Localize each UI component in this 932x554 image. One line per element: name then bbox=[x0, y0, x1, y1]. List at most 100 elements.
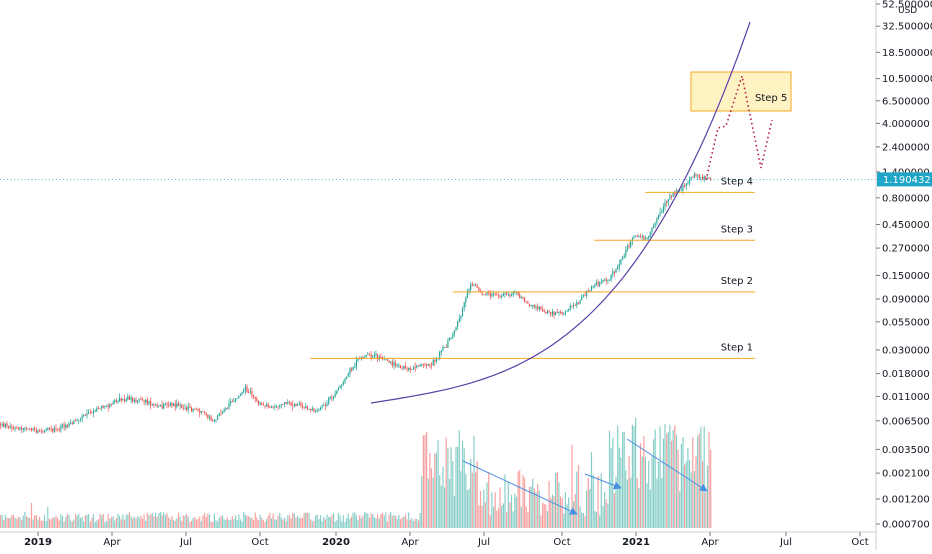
volume-bar bbox=[32, 519, 34, 528]
candle-body bbox=[123, 399, 126, 402]
volume-bar bbox=[586, 490, 588, 528]
volume-bar bbox=[638, 487, 640, 528]
candle-body bbox=[708, 178, 710, 179]
volume-bar bbox=[230, 519, 232, 528]
candle-body bbox=[537, 306, 539, 309]
volume-bar bbox=[70, 520, 72, 528]
candle-body bbox=[566, 310, 568, 312]
candle-body bbox=[288, 401, 291, 403]
candle-body bbox=[176, 403, 178, 407]
candle-body bbox=[213, 419, 215, 422]
volume-bar bbox=[653, 439, 655, 528]
candle-body bbox=[602, 280, 604, 282]
candle-body bbox=[484, 294, 486, 296]
candle-body bbox=[6, 423, 8, 427]
volume-bar bbox=[29, 517, 31, 528]
y-tick-label: 4.000000 bbox=[882, 119, 930, 130]
volume-bar bbox=[215, 520, 217, 528]
candle-body bbox=[217, 415, 219, 420]
candle-body bbox=[413, 367, 415, 370]
volume-bar bbox=[453, 495, 455, 528]
candle-body bbox=[636, 235, 638, 237]
volume-bar bbox=[359, 515, 361, 528]
volume-bar bbox=[419, 513, 421, 528]
volume-bar bbox=[148, 515, 150, 528]
volume-bar bbox=[65, 516, 67, 528]
volume-bar bbox=[688, 460, 691, 528]
volume-bar bbox=[212, 521, 214, 528]
candle-body bbox=[582, 295, 584, 297]
candle-body bbox=[282, 404, 284, 406]
candle-body bbox=[403, 366, 405, 369]
candle-body bbox=[275, 406, 277, 407]
candle-body bbox=[143, 400, 145, 403]
candle-body bbox=[509, 294, 511, 296]
volume-bar bbox=[551, 494, 553, 528]
volume-bar bbox=[566, 504, 568, 528]
volume-bar bbox=[68, 515, 70, 528]
volume-bar bbox=[323, 516, 325, 528]
volume-bar bbox=[316, 514, 318, 528]
volume-bar bbox=[257, 520, 259, 528]
candle-body bbox=[429, 364, 431, 366]
volume-bar bbox=[705, 492, 707, 528]
candle-body bbox=[91, 412, 93, 414]
volume-bar bbox=[287, 515, 289, 528]
step-label: Step 1 bbox=[721, 342, 753, 353]
volume-bar bbox=[604, 492, 606, 528]
candle-body bbox=[494, 293, 496, 295]
volume-bar bbox=[315, 515, 317, 528]
volume-bar bbox=[119, 516, 121, 528]
volume-bar bbox=[408, 512, 410, 528]
candle-body bbox=[479, 290, 482, 292]
candle-body bbox=[703, 176, 705, 180]
volume-bar bbox=[153, 516, 155, 528]
candle-body bbox=[649, 232, 651, 236]
volume-bar bbox=[132, 518, 134, 528]
volume-bar bbox=[528, 486, 531, 528]
candle-body bbox=[194, 408, 196, 410]
volume-bar bbox=[553, 496, 555, 528]
volume-bar bbox=[507, 481, 509, 528]
volume-bar bbox=[4, 514, 6, 528]
candle-body bbox=[321, 405, 323, 408]
candle-body bbox=[274, 406, 276, 408]
volume-bar bbox=[429, 453, 431, 528]
volume-bar bbox=[311, 521, 313, 528]
volume-bar bbox=[675, 434, 678, 528]
volume-bar bbox=[341, 521, 343, 528]
candle-body bbox=[267, 404, 269, 408]
candlesticks bbox=[0, 171, 712, 434]
volume-bar bbox=[37, 519, 39, 528]
volume-bar bbox=[298, 517, 300, 528]
volume-bar bbox=[238, 514, 240, 528]
volume-bar bbox=[42, 521, 44, 528]
candle-body bbox=[81, 416, 83, 420]
volume-bar bbox=[181, 521, 183, 528]
volume-bar bbox=[204, 513, 206, 528]
volume-bar bbox=[158, 513, 160, 528]
volume-bar bbox=[52, 517, 54, 528]
candle-body bbox=[313, 408, 315, 412]
candle-body bbox=[252, 395, 255, 397]
candle-body bbox=[89, 412, 91, 414]
candle-body bbox=[362, 356, 364, 358]
volume-bar bbox=[390, 512, 392, 528]
candle-body bbox=[256, 398, 258, 401]
volume-bar bbox=[690, 472, 692, 528]
candle-body bbox=[269, 407, 271, 408]
volume-bar bbox=[383, 515, 385, 528]
volume-bar bbox=[45, 521, 47, 528]
volume-bar bbox=[350, 516, 353, 528]
volume-bar bbox=[466, 490, 468, 528]
volume-bar bbox=[207, 513, 209, 528]
volume-bar bbox=[693, 471, 695, 528]
volume-bar bbox=[197, 519, 199, 528]
volume-bar bbox=[43, 515, 46, 528]
volume-bar bbox=[571, 444, 573, 528]
volume-bar bbox=[463, 448, 465, 528]
volume-bar bbox=[301, 517, 304, 528]
candle-body bbox=[666, 202, 668, 203]
